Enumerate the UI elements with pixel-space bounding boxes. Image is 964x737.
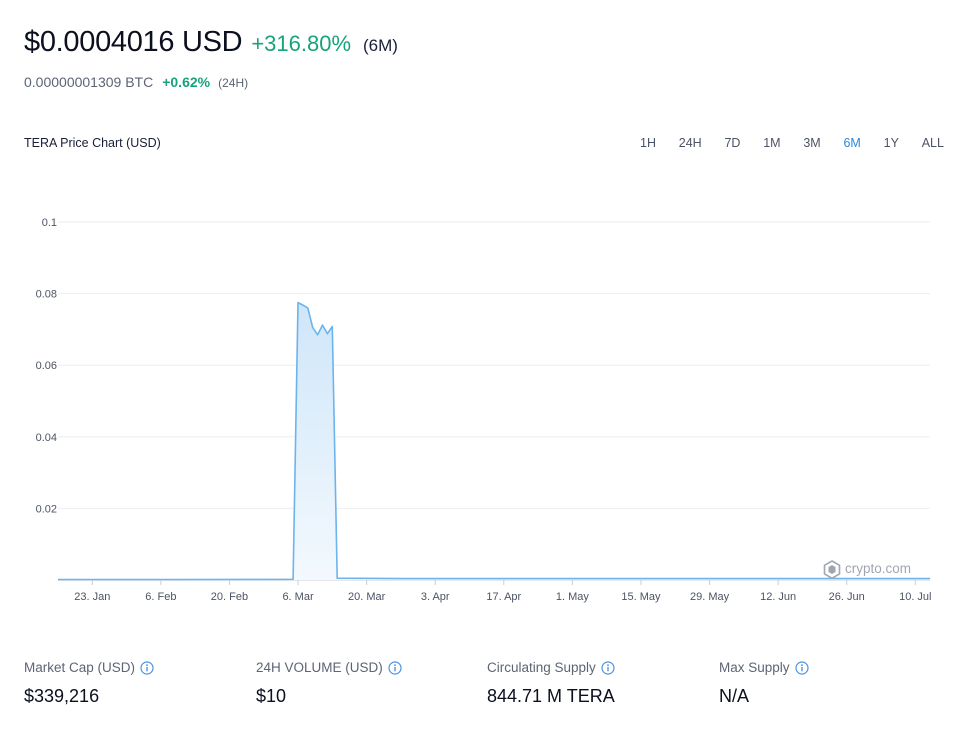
stat-value: $10	[256, 686, 287, 706]
range-tab-24h[interactable]: 24H	[678, 136, 702, 150]
stat-label: Circulating Supply	[487, 660, 596, 675]
chart-title: TERA Price Chart (USD)	[24, 136, 161, 150]
range-tab-3m[interactable]: 3M	[803, 136, 821, 150]
x-tick-label: 6. Feb	[145, 591, 176, 603]
y-tick-label: 0.1	[42, 217, 57, 229]
price-change: +316.80%	[251, 31, 352, 56]
x-tick-label: 20. Feb	[211, 591, 248, 603]
x-tick-label: 17. Apr	[486, 591, 521, 603]
time-range-tabs: 1H 24H 7D 1M 3M 6M 1Y ALL	[640, 136, 944, 150]
range-tab-6m[interactable]: 6M	[843, 136, 861, 150]
stat-max-supply: Max Supply N/A	[719, 660, 809, 707]
btc-change: +0.62%	[162, 74, 211, 90]
crypto-com-logo-icon	[823, 560, 841, 580]
stat-label: Max Supply	[719, 660, 790, 675]
x-tick-label: 15. May	[621, 591, 661, 603]
info-icon[interactable]	[601, 660, 615, 675]
x-tick-label: 3. Apr	[421, 591, 450, 603]
price-chart[interactable]: 0.02 0.04 0.06 0.08 0.1 23. Jan 6. Feb 20. Feb…	[0, 200, 964, 610]
x-tick-label: 26. Jun	[829, 591, 865, 603]
range-tab-7d[interactable]: 7D	[724, 136, 741, 150]
stat-value: N/A	[719, 686, 750, 706]
y-tick-label: 0.06	[36, 360, 57, 372]
price-header: $0.0004016 USD +316.80% (6M)	[24, 26, 398, 59]
x-tick-label: 10. Jul	[899, 591, 931, 603]
y-tick-label: 0.08	[36, 289, 57, 301]
range-tab-all[interactable]: ALL	[921, 136, 944, 150]
y-tick-label: 0.02	[36, 503, 57, 515]
stat-value: 844.71 M TERA	[487, 686, 615, 706]
range-tab-1m[interactable]: 1M	[763, 136, 781, 150]
info-icon[interactable]	[388, 660, 402, 675]
info-icon[interactable]	[140, 660, 154, 675]
x-tick-label: 29. May	[690, 591, 730, 603]
x-tick-label: 12. Jun	[760, 591, 796, 603]
price-change-period: (6M)	[363, 36, 398, 55]
x-tick-label: 20. Mar	[348, 591, 386, 603]
stat-circulating-supply: Circulating Supply 844.71 M TERA	[487, 660, 615, 707]
stat-market-cap: Market Cap (USD) $339,216	[24, 660, 154, 707]
market-stats: Market Cap (USD) $339,216 24H VOLUME (US…	[24, 660, 944, 720]
stat-value: $339,216	[24, 686, 100, 706]
range-tab-1h[interactable]: 1H	[640, 136, 656, 150]
x-tick-label: 6. Mar	[282, 591, 314, 603]
x-tick-label: 1. May	[556, 591, 590, 603]
btc-price-row: 0.00000001309 BTC +0.62% (24H)	[24, 74, 248, 90]
price-usd: $0.0004016 USD	[24, 26, 243, 58]
y-tick-label: 0.04	[36, 432, 57, 444]
price-btc: 0.00000001309 BTC	[24, 74, 154, 90]
price-line	[58, 301, 930, 581]
stat-label: Market Cap (USD)	[24, 660, 136, 675]
btc-change-period: (24H)	[218, 76, 249, 90]
stat-label: 24H VOLUME (USD)	[256, 660, 383, 675]
info-icon[interactable]	[794, 660, 809, 675]
stat-24h-volume: 24H VOLUME (USD) $10	[256, 660, 402, 707]
price-area-fill	[58, 302, 930, 580]
x-tick-label: 23. Jan	[74, 591, 110, 603]
watermark-text: crypto.com	[845, 561, 911, 576]
crypto-com-watermark: crypto.com	[823, 560, 911, 580]
range-tab-1y[interactable]: 1Y	[883, 136, 899, 150]
